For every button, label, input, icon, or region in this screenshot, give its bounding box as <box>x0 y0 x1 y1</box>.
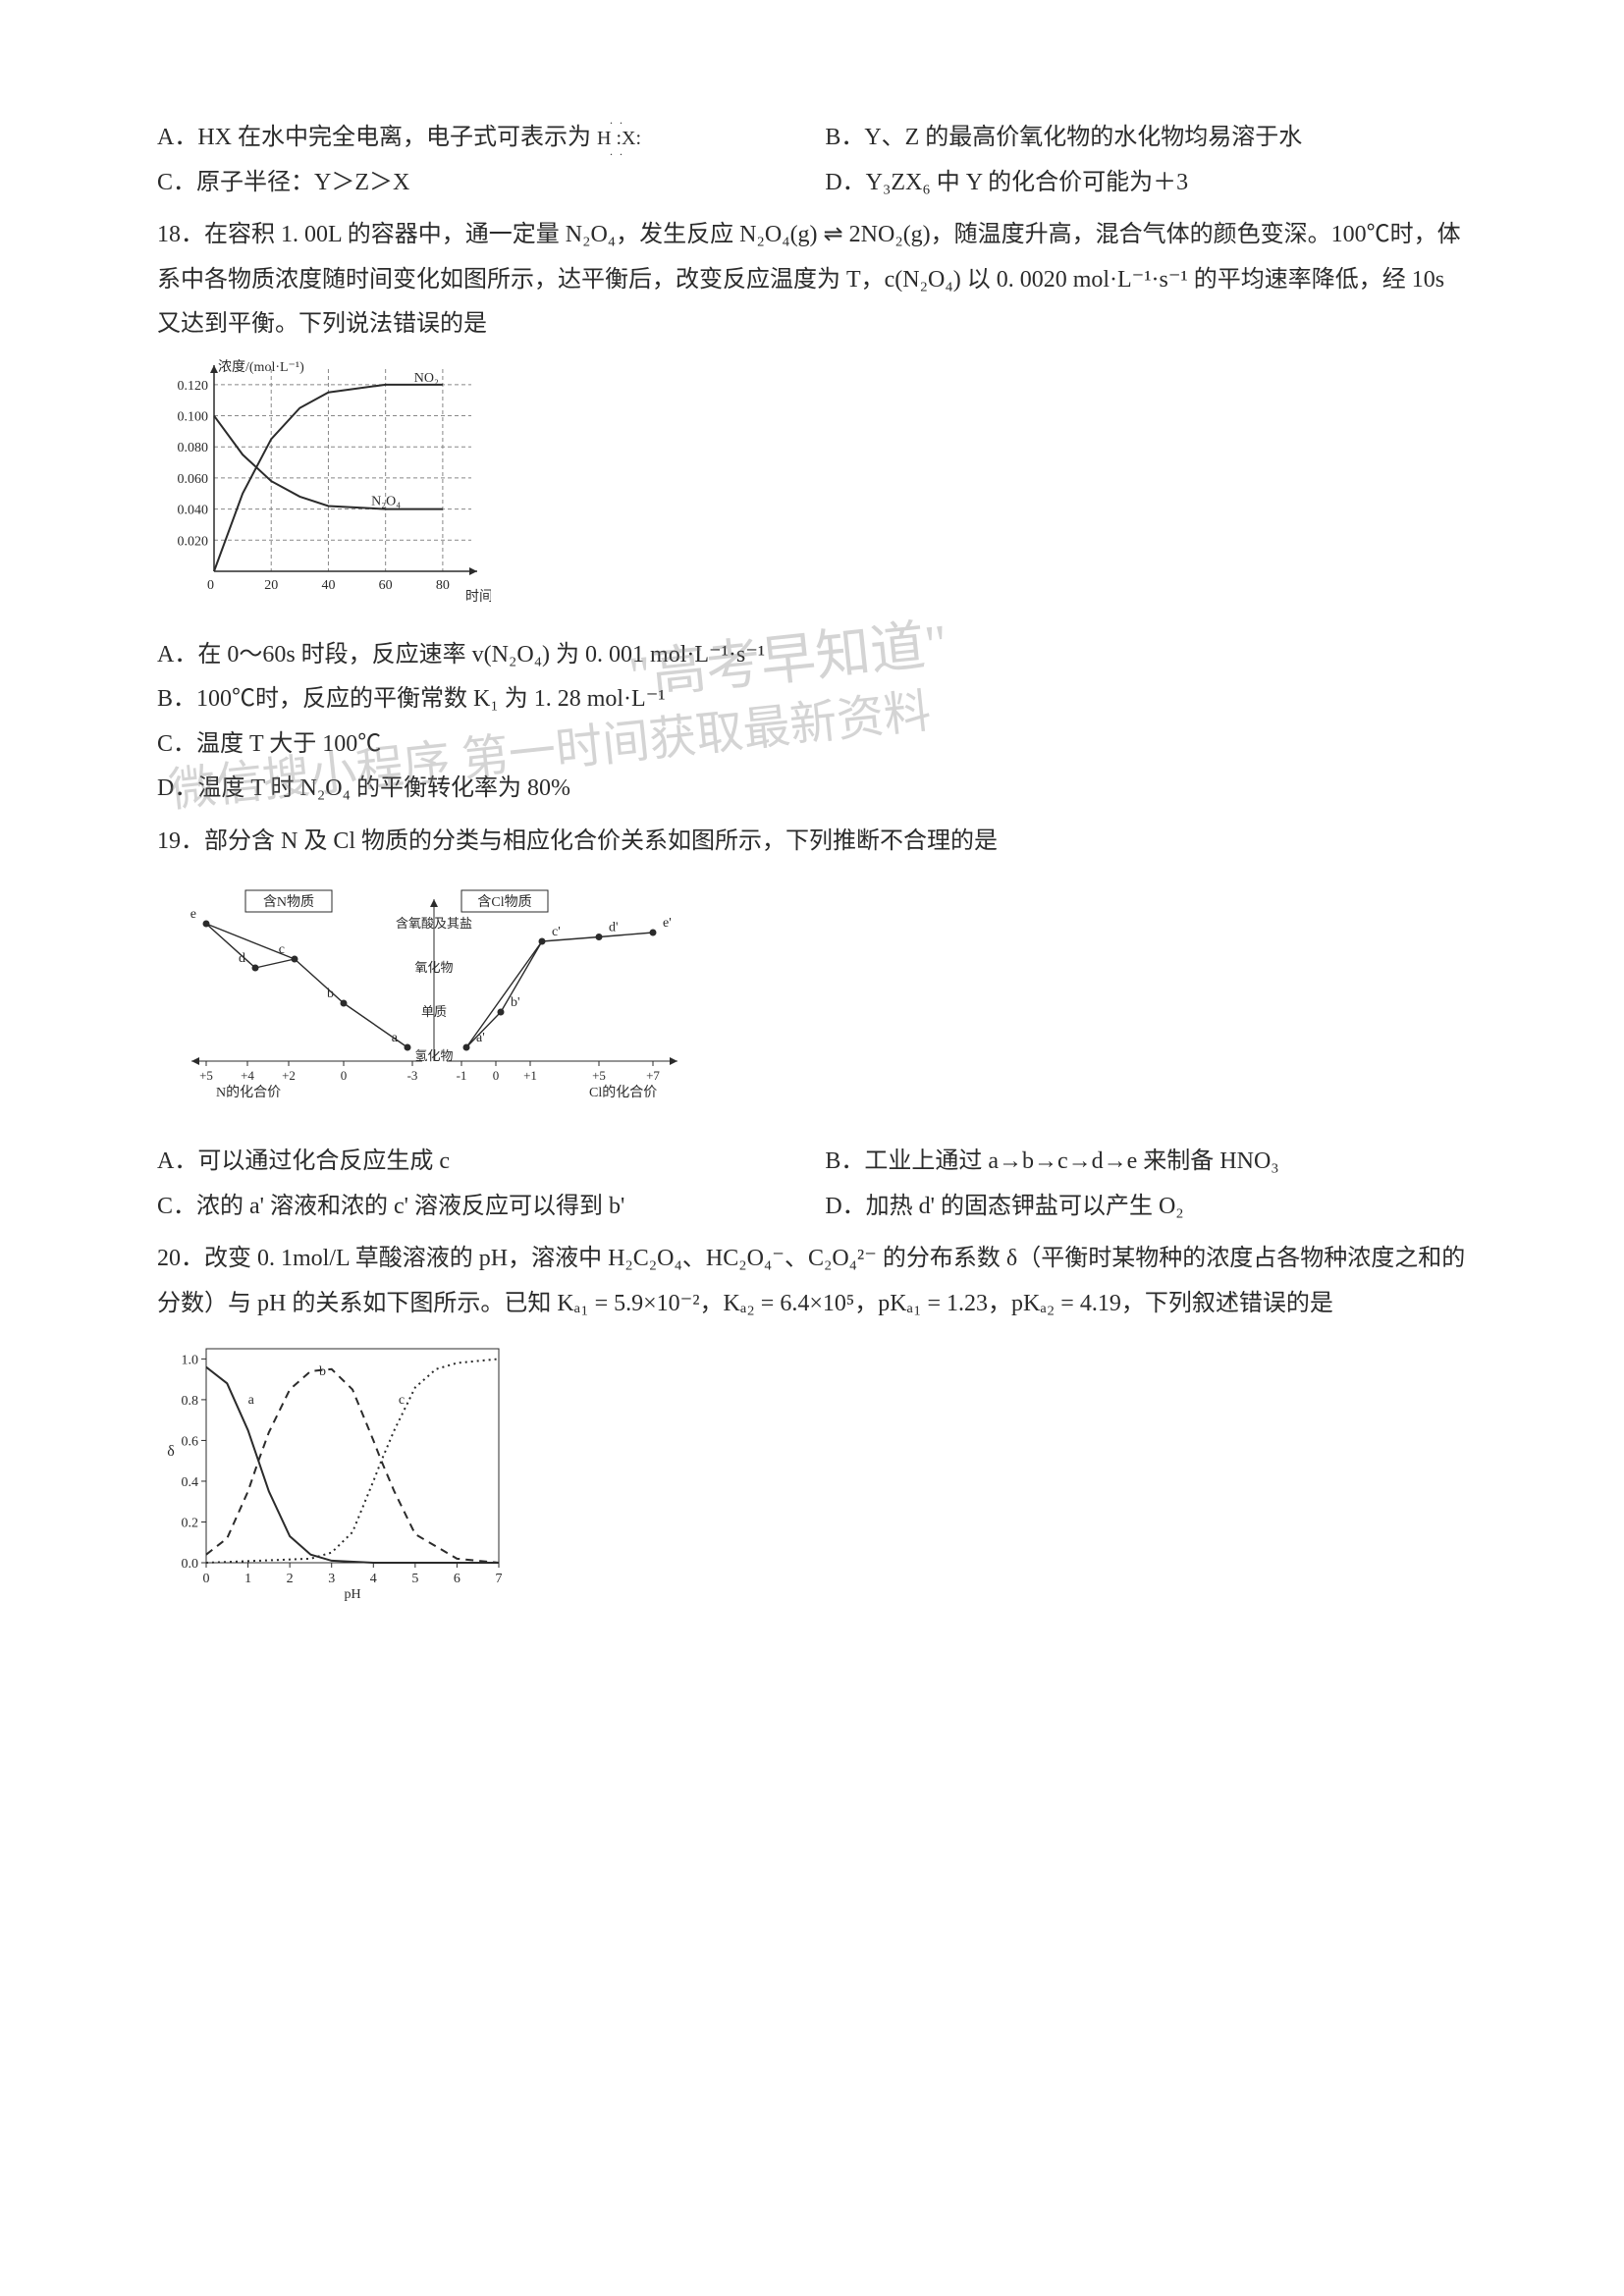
svg-text:N的化合价: N的化合价 <box>216 1085 281 1100</box>
svg-text:0: 0 <box>341 1068 348 1083</box>
q18-optC: C．温度 T 大于 100℃ <box>157 722 1467 768</box>
svg-text:氢化物: 氢化物 <box>414 1048 453 1063</box>
q20-chart: 0 1 2 3 4 5 6 7 0.0 0.2 0.4 0.6 0.8 1.0 pH δ a b c <box>157 1337 1467 1619</box>
svg-text:0.4: 0.4 <box>182 1474 199 1489</box>
svg-text:c: c <box>399 1393 405 1408</box>
svg-text:pH: pH <box>344 1587 360 1602</box>
svg-text:时间/s: 时间/s <box>465 589 491 603</box>
svg-text:0.060: 0.060 <box>178 472 209 487</box>
svg-text:0.040: 0.040 <box>178 504 209 518</box>
svg-text:+5: +5 <box>199 1068 213 1083</box>
svg-text:-1: -1 <box>457 1068 467 1083</box>
q18-chart-svg: 20 40 60 80 0.020 0.040 0.060 0.080 0.100 0.120 0 时… <box>157 357 491 603</box>
q20-chart-svg: 0 1 2 3 4 5 6 7 0.0 0.2 0.4 0.6 0.8 1.0 pH δ a b c <box>157 1337 511 1602</box>
svg-text:c: c <box>279 942 285 957</box>
svg-text:0.080: 0.080 <box>178 441 209 455</box>
svg-text:单质: 单质 <box>421 1004 447 1019</box>
svg-text:含Cl物质: 含Cl物质 <box>477 894 531 910</box>
svg-text:6: 6 <box>454 1572 460 1586</box>
svg-text:0.6: 0.6 <box>182 1434 199 1449</box>
svg-text:c': c' <box>552 925 561 939</box>
q18-chart: 20 40 60 80 0.020 0.040 0.060 0.080 0.100 0.120 0 时… <box>157 357 1467 619</box>
q18-optA: A．在 0～60s 时段，反应速率 v(N₂O₄) 为 0. 001 mol·L… <box>157 633 1467 678</box>
svg-text:+7: +7 <box>646 1068 660 1083</box>
svg-text:0.120: 0.120 <box>178 379 209 394</box>
q19-diagram: 含N物质 含Cl物质含氧酸及其盐氧化物单质氢化物 +5 +4 +2 0 -3 N的化合价 -1 0… <box>157 875 1467 1127</box>
svg-text:含N物质: 含N物质 <box>263 894 314 910</box>
svg-text:7: 7 <box>496 1572 503 1586</box>
q19-optD: D．加热 d' 的固态钾盐可以产生 O₂ <box>825 1185 1453 1230</box>
svg-text:e': e' <box>663 916 672 931</box>
q18-optB: B．100℃时，反应的平衡常数 K₁ 为 1. 28 mol·L⁻¹ <box>157 677 1467 722</box>
svg-text:含氧酸及其盐: 含氧酸及其盐 <box>396 916 472 931</box>
svg-text:b: b <box>327 987 334 1001</box>
svg-text:+5: +5 <box>592 1068 606 1083</box>
svg-text:1.0: 1.0 <box>182 1353 199 1367</box>
svg-text:a: a <box>392 1031 399 1045</box>
q19-optA: A．可以通过化合反应生成 c <box>157 1140 785 1185</box>
q17-optC: C．原子半径：Y＞Z＞X <box>157 161 785 206</box>
q20-stem: 20．改变 0. 1mol/L 草酸溶液的 pH，溶液中 H₂C₂O₄、HC₂O… <box>157 1237 1467 1326</box>
svg-text:氧化物: 氧化物 <box>414 960 453 975</box>
svg-text:80: 80 <box>436 578 450 593</box>
q19-stem: 19．部分含 N 及 Cl 物质的分类与相应化合价关系如图所示，下列推断不合理的… <box>157 820 1467 865</box>
svg-text:+4: +4 <box>241 1068 254 1083</box>
q18-optD: D．温度 T 时 N₂O₄ 的平衡转化率为 80% <box>157 767 1467 812</box>
svg-text:20: 20 <box>264 578 278 593</box>
svg-text:d': d' <box>609 920 619 934</box>
svg-text:0.100: 0.100 <box>178 410 209 425</box>
svg-text:0: 0 <box>203 1572 210 1586</box>
lewis-structure: ·· H :X: ·· <box>597 117 641 160</box>
q17-optB: B．Y、Z 的最高价氧化物的水化物均易溶于水 <box>825 116 1453 161</box>
svg-text:e: e <box>190 907 196 922</box>
svg-text:0: 0 <box>493 1068 500 1083</box>
svg-text:a': a' <box>476 1031 485 1045</box>
svg-text:3: 3 <box>328 1572 335 1586</box>
svg-text:1: 1 <box>244 1572 251 1586</box>
svg-text:a: a <box>248 1393 255 1408</box>
svg-text:δ: δ <box>167 1443 175 1460</box>
svg-text:+2: +2 <box>282 1068 296 1083</box>
svg-text:浓度/(mol·L⁻¹): 浓度/(mol·L⁻¹) <box>218 359 304 375</box>
svg-text:5: 5 <box>411 1572 418 1586</box>
svg-text:N₂O₄: N₂O₄ <box>371 495 401 509</box>
q17-optD: D．Y₃ZX₆ 中 Y 的化合价可能为＋3 <box>825 161 1453 206</box>
svg-text:NO₂: NO₂ <box>414 371 439 386</box>
svg-text:0.020: 0.020 <box>178 534 209 549</box>
svg-text:b': b' <box>511 995 520 1010</box>
svg-text:Cl的化合价: Cl的化合价 <box>589 1085 657 1100</box>
svg-text:d: d <box>239 951 245 966</box>
svg-text:0.2: 0.2 <box>182 1516 199 1530</box>
q17-optA: A．HX 在水中完全电离，电子式可表示为 ·· H :X: ·· <box>157 116 785 161</box>
svg-text:60: 60 <box>379 578 393 593</box>
q19-optC: C．浓的 a' 溶液和浓的 c' 溶液反应可以得到 b' <box>157 1185 785 1230</box>
svg-text:+1: +1 <box>523 1068 537 1083</box>
svg-text:0: 0 <box>207 578 214 593</box>
svg-text:0.0: 0.0 <box>182 1557 199 1572</box>
q17-options: A．HX 在水中完全电离，电子式可表示为 ·· H :X: ·· B．Y、Z 的… <box>157 116 1467 205</box>
svg-text:2: 2 <box>287 1572 294 1586</box>
svg-text:40: 40 <box>321 578 335 593</box>
svg-text:0.8: 0.8 <box>182 1393 199 1408</box>
svg-text:4: 4 <box>370 1572 377 1586</box>
svg-text:-3: -3 <box>407 1068 418 1083</box>
q19-diagram-svg: 含N物质 含Cl物质含氧酸及其盐氧化物单质氢化物 +5 +4 +2 0 -3 N的化合价 -1 0… <box>157 875 707 1110</box>
q17-optA-text: A．HX 在水中完全电离，电子式可表示为 <box>157 125 591 150</box>
q19-optB: B．工业上通过 a→b→c→d→e 来制备 HNO₃ <box>825 1140 1453 1185</box>
svg-text:b: b <box>319 1363 326 1378</box>
q18-stem: 18．在容积 1. 00L 的容器中，通一定量 N₂O₄，发生反应 N₂O₄(g… <box>157 213 1467 347</box>
